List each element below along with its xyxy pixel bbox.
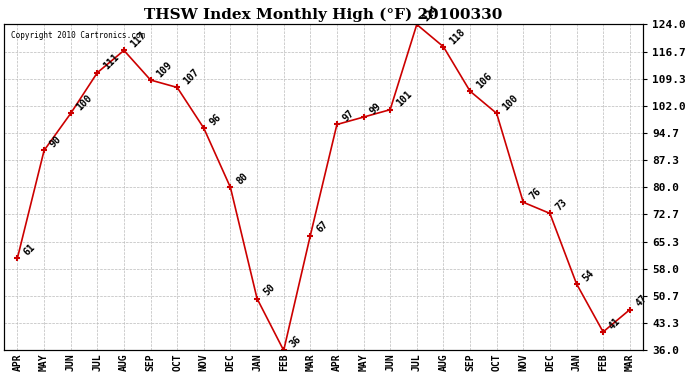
Text: 41: 41 — [607, 316, 622, 331]
Text: Copyright 2010 Cartronics.com: Copyright 2010 Cartronics.com — [10, 31, 145, 40]
Text: 99: 99 — [368, 101, 383, 116]
Text: 106: 106 — [474, 71, 494, 90]
Text: 67: 67 — [315, 219, 330, 235]
Text: 117: 117 — [128, 30, 148, 50]
Text: 100: 100 — [501, 93, 520, 112]
Text: 96: 96 — [208, 112, 224, 128]
Text: 90: 90 — [48, 134, 63, 150]
Text: 101: 101 — [394, 89, 414, 109]
Text: 54: 54 — [581, 268, 596, 283]
Text: 118: 118 — [448, 26, 467, 46]
Text: 107: 107 — [181, 67, 201, 87]
Text: 124: 124 — [421, 4, 440, 24]
Text: 50: 50 — [262, 282, 277, 298]
Text: 36: 36 — [288, 334, 303, 350]
Text: 61: 61 — [21, 242, 37, 257]
Title: THSW Index Monthly High (°F) 20100330: THSW Index Monthly High (°F) 20100330 — [144, 8, 503, 22]
Text: 111: 111 — [101, 53, 121, 72]
Text: 80: 80 — [235, 171, 250, 187]
Text: 109: 109 — [155, 60, 175, 79]
Text: 97: 97 — [341, 108, 357, 124]
Text: 47: 47 — [634, 294, 649, 309]
Text: 73: 73 — [554, 197, 569, 213]
Text: 76: 76 — [527, 186, 543, 201]
Text: 100: 100 — [75, 93, 95, 112]
